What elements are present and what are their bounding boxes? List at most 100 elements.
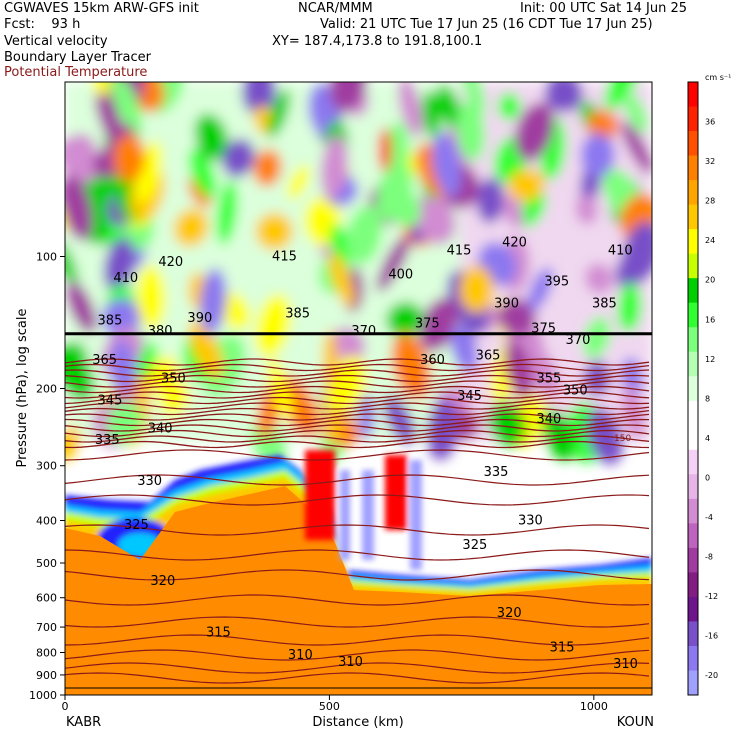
colorbar-swatch — [688, 351, 698, 377]
theta-label: 395 — [544, 274, 569, 289]
theta-label: 420 — [502, 236, 527, 251]
colorbar-swatch — [688, 376, 698, 402]
theta-label: 385 — [285, 307, 310, 322]
colorbar-swatch — [688, 572, 698, 598]
potential-temperature-contours — [65, 358, 650, 684]
endpoint-right-label: KOUN — [617, 715, 654, 730]
organization-label: NCAR/MMM — [298, 1, 373, 16]
theta-label: 345 — [457, 389, 482, 404]
colorbar-swatch — [688, 425, 698, 451]
theta-label: 325 — [462, 538, 487, 553]
y-tick-label: 100 — [36, 250, 57, 263]
field-boundary-layer-tracer: Boundary Layer Tracer — [4, 50, 151, 65]
theta-label: 335 — [484, 465, 509, 480]
colorbar-tick-label: -4 — [705, 513, 713, 522]
theta-label: 420 — [158, 255, 183, 270]
theta-label: 335 — [95, 433, 120, 448]
theta-label: 315 — [206, 625, 231, 640]
field-vertical-velocity: Vertical velocity — [4, 34, 108, 49]
theta-label: 355 — [536, 372, 561, 387]
theta-label: 360 — [420, 353, 445, 368]
y-tick-label: 500 — [36, 557, 57, 570]
colorbar-swatch — [688, 106, 698, 132]
colorbar-swatch — [688, 155, 698, 181]
theta-label: 325 — [124, 518, 149, 533]
theta-label: 310 — [613, 657, 638, 672]
theta-label: 400 — [388, 268, 413, 283]
theta-label: 345 — [98, 393, 123, 408]
theta-label: 350 — [563, 383, 588, 398]
y-axis-label: Pressure (hPa), log scale — [15, 309, 30, 468]
colorbar-tick-label: 16 — [705, 315, 715, 324]
field-potential-temperature: Potential Temperature — [4, 65, 148, 80]
theta-label: 390 — [494, 297, 519, 312]
colorbar-swatch — [688, 449, 698, 475]
theta-label: 365 — [92, 353, 117, 368]
theta-label: 340 — [536, 412, 561, 427]
theta-label: 415 — [447, 244, 472, 259]
colorbar-tick-label: 28 — [705, 197, 715, 206]
colorbar-swatch — [688, 302, 698, 328]
theta-label: 410 — [608, 244, 633, 259]
theta-label: 320 — [497, 606, 522, 621]
x-tick-label: 0 — [62, 700, 69, 713]
theta-label: 320 — [150, 574, 175, 589]
x-tick-label: 500 — [319, 700, 340, 713]
colorbar-swatch — [688, 82, 698, 108]
x-tick-label: 1000 — [580, 700, 608, 713]
y-tick-label: 600 — [36, 592, 57, 605]
y-axis: 100 200 300 400 500 600 700 800 900 1000 — [29, 250, 65, 702]
theta-label: 370 — [351, 324, 376, 339]
theta-label: 385 — [592, 297, 617, 312]
theta-label: 365 — [476, 348, 501, 363]
colorbar-frame — [687, 81, 699, 696]
colorbar-swatch — [688, 180, 698, 206]
y-tick-label: 1000 — [29, 689, 57, 702]
colorbar-swatch — [688, 596, 698, 622]
colorbar-swatch — [688, 278, 698, 304]
colorbar-tick-label: 20 — [705, 276, 715, 285]
colorbar-swatch — [688, 400, 698, 426]
colorbar-tick-label: 12 — [705, 355, 715, 364]
model-title: CGWAVES 15km ARW-GFS init — [4, 1, 199, 16]
y-tick-label: 700 — [36, 621, 57, 634]
colorbar-tick-label: 24 — [705, 236, 715, 245]
colorbar-swatch — [688, 498, 698, 524]
colorbar: 36 32 28 24 20 16 12 8 4 0 -4 -8 -12 -16 -20 — [687, 81, 718, 696]
init-time: Init: 00 UTC Sat 14 Jun 25 — [520, 1, 687, 16]
colorbar-tick-label: 8 — [705, 394, 710, 403]
y-tick-label: 300 — [36, 460, 57, 473]
theta-label: 330 — [518, 514, 543, 529]
y-tick-label: 800 — [36, 647, 57, 660]
colorbar-swatch — [688, 253, 698, 279]
colorbar-swatch — [688, 229, 698, 255]
tropopause-label: 150 — [614, 434, 631, 444]
theta-label: 375 — [415, 316, 440, 331]
colorbar-swatch — [688, 474, 698, 500]
forecast-hour: Fcst: 93 h — [4, 17, 81, 32]
theta-label: 315 — [550, 641, 575, 656]
colorbar-swatch — [688, 327, 698, 353]
cross-section-coords: XY= 187.4,173.8 to 191.8,100.1 — [272, 34, 483, 49]
colorbar-swatch — [688, 670, 698, 696]
colorbar-tick-label: 36 — [705, 118, 715, 127]
theta-label: 370 — [566, 333, 591, 348]
x-axis: 0 500 1000 — [62, 695, 608, 713]
y-tick-label: 900 — [36, 669, 57, 682]
colorbar-tick-label: 4 — [705, 434, 710, 443]
theta-label: 340 — [148, 422, 173, 437]
colorbar-tick-label: -8 — [705, 553, 713, 562]
colorbar-tick-label: -16 — [705, 632, 718, 641]
colorbar-swatch — [688, 204, 698, 230]
colorbar-swatch — [688, 645, 698, 671]
gravity-wave-pattern — [65, 82, 652, 467]
theta-label: 410 — [113, 271, 138, 286]
y-tick-label: 200 — [36, 383, 57, 396]
theta-label: 380 — [148, 324, 173, 339]
colorbar-unit: cm s⁻¹ — [705, 73, 731, 82]
colorbar-tick-label: 0 — [705, 473, 710, 482]
theta-label: 350 — [161, 372, 186, 387]
